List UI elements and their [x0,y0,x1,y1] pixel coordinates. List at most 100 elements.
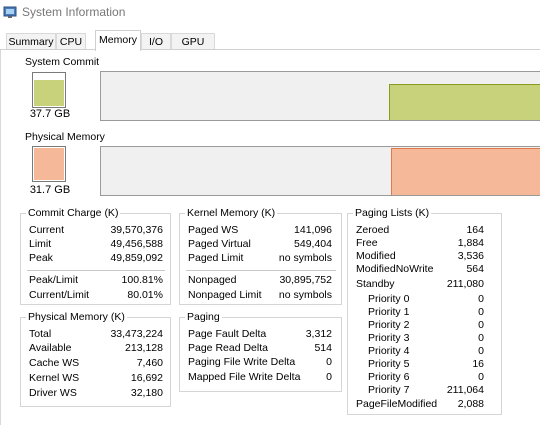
paging-read-delta-value: 514 [314,342,332,354]
paging-list-value: 0 [478,306,484,318]
physical-available-label: Available [29,342,72,354]
tab-cpu[interactable]: CPU [56,33,86,50]
physical-memory-graph-area [392,148,540,195]
kernel-paged-ws-row: Paged WS 141,096 [188,224,332,237]
paging-list-label: PageFileModified [356,398,438,410]
physical-memory-group: Physical Memory (K) Total 33,473,224 Avai… [20,311,171,407]
paging-list-row: Priority 5 16 [356,358,484,371]
paging-list-row: ModifiedNoWrite 564 [356,263,484,276]
commit-peak-limit-label: Peak/Limit [29,274,79,286]
paging-list-label: Free [356,237,378,249]
commit-current-limit-value: 80.01% [127,289,163,301]
tab-gpu[interactable]: GPU [171,33,215,50]
paging-list-label: Priority 5 [368,358,410,370]
system-commit-meter [32,72,66,108]
kernel-paged-limit-label: Paged Limit [188,252,244,264]
paging-list-row: Modified 3,536 [356,250,484,263]
paging-list-label: Priority 6 [368,371,410,383]
paging-list-value: 0 [478,319,484,331]
kernel-nonpaged-limit-row: Nonpaged Limit no symbols [188,289,332,302]
system-commit-value: 37.7 GB [29,108,71,120]
kernel-paged-limit-row: Paged Limit no symbols [188,252,332,265]
window-title: System Information [22,5,126,19]
commit-current-value: 39,570,376 [110,224,163,236]
physical-memory-meter-fill [34,148,64,180]
commit-peak-limit-row: Peak/Limit 100.81% [29,274,163,287]
commit-limit-label: Limit [29,238,52,250]
commit-peak-label: Peak [29,252,53,264]
tab-io[interactable]: I/O [141,33,171,50]
paging-list-row: Priority 0 0 [356,293,484,306]
physical-memory-meter [32,146,66,182]
paging-file-write-value: 0 [326,356,332,368]
physical-kernel-ws-label: Kernel WS [29,372,80,384]
paging-list-row: Priority 7 211,064 [356,384,484,397]
paging-list-value: 0 [478,293,484,305]
system-commit-meter-fill [34,80,64,106]
physical-cache-ws-label: Cache WS [29,357,80,369]
paging-list-value: 211,064 [446,384,484,396]
paging-list-row: Standby 211,080 [356,278,484,291]
physical-driver-ws-row: Driver WS 32,180 [29,387,163,400]
paging-list-value: 16 [472,358,484,370]
commit-limit-row: Limit 49,456,588 [29,238,163,251]
system-information-icon [3,6,17,18]
kernel-paged-virtual-value: 549,404 [294,238,332,250]
paging-list-value: 0 [478,332,484,344]
kernel-memory-group: Kernel Memory (K) Paged WS 141,096 Paged … [179,207,342,305]
physical-kernel-ws-value: 16,692 [130,372,163,384]
paging-list-label: Standby [356,278,395,290]
paging-lists-title: Paging Lists (K) [353,207,432,219]
physical-memory-graph-line [392,148,540,149]
paging-list-label: ModifiedNoWrite [356,263,434,275]
paging-list-value: 564 [466,263,484,275]
tab-bar: Summary CPU Memory I/O GPU [0,30,540,51]
commit-peak-row: Peak 49,859,092 [29,252,163,265]
kernel-paged-virtual-label: Paged Virtual [188,238,251,250]
kernel-paged-virtual-row: Paged Virtual 549,404 [188,238,332,251]
physical-driver-ws-label: Driver WS [29,387,77,399]
paging-fault-delta-label: Page Fault Delta [188,328,267,340]
paging-list-row: Priority 4 0 [356,345,484,358]
physical-memory-label: Physical Memory [25,131,105,143]
tab-memory[interactable]: Memory [95,30,141,51]
system-commit-graph [100,71,540,121]
paging-list-label: Priority 1 [368,306,410,318]
system-commit-graph-area [390,84,540,120]
paging-list-row: PageFileModified 2,088 [356,398,484,411]
paging-list-row: Priority 2 0 [356,319,484,332]
paging-list-value: 1,884 [457,237,484,249]
kernel-separator [186,270,336,271]
system-commit-label: System Commit [25,56,100,68]
kernel-nonpaged-limit-value: no symbols [278,289,332,301]
kernel-memory-title: Kernel Memory (K) [185,207,278,219]
tab-summary[interactable]: Summary [6,33,56,50]
paging-mapped-write-label: Mapped File Write Delta [188,371,301,383]
physical-total-label: Total [29,328,52,340]
kernel-paged-ws-value: 141,096 [294,224,332,236]
commit-peak-value: 49,859,092 [110,252,163,264]
commit-limit-value: 49,456,588 [110,238,163,250]
paging-title: Paging [185,311,222,323]
paging-read-delta-row: Page Read Delta 514 [188,342,332,355]
kernel-nonpaged-row: Nonpaged 30,895,752 [188,274,332,287]
commit-current-limit-label: Current/Limit [29,289,90,301]
physical-memory-title: Physical Memory (K) [26,311,127,323]
paging-list-label: Zeroed [356,224,390,236]
system-commit-graph-line [390,84,540,85]
paging-file-write-row: Paging File Write Delta 0 [188,356,332,369]
paging-list-value: 164 [466,224,484,236]
physical-memory-graph-edge [391,148,392,195]
paging-mapped-write-row: Mapped File Write Delta 0 [188,371,332,384]
physical-total-value: 33,473,224 [110,328,163,340]
paging-lists-group: Paging Lists (K) Zeroed 164 Free 1,884 Modif… [347,207,502,415]
system-commit-graph-edge [389,84,390,120]
paging-list-row: Priority 3 0 [356,332,484,345]
paging-fault-delta-row: Page Fault Delta 3,312 [188,328,332,341]
commit-separator [27,270,165,271]
physical-cache-ws-value: 7,460 [136,357,163,369]
paging-list-label: Priority 2 [368,319,410,331]
paging-read-delta-label: Page Read Delta [188,342,268,354]
memory-tab-panel: System Commit 37.7 GB Physical Memory 31… [0,50,540,425]
paging-list-value: 0 [478,371,484,383]
